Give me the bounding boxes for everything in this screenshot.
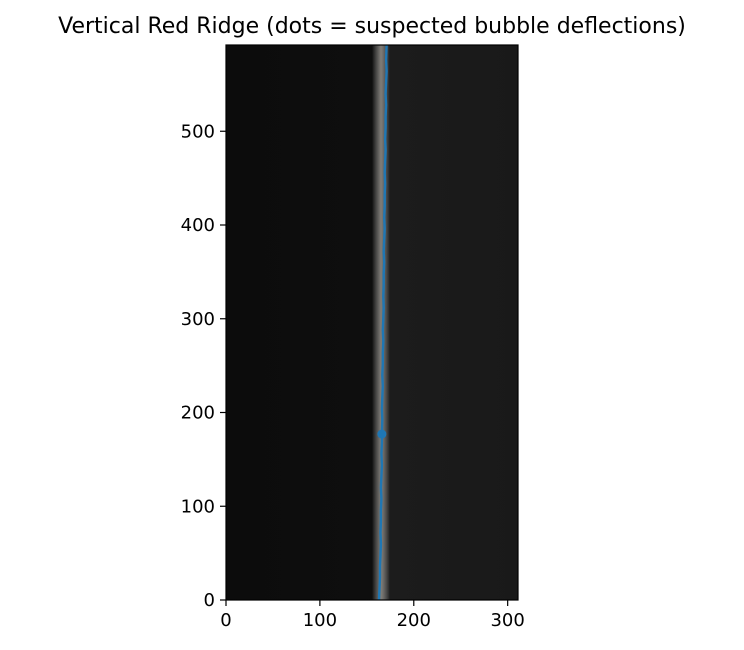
y-tick-label: 500 [181,121,215,142]
y-tick-label: 200 [181,403,215,424]
x-tick-label: 200 [397,610,431,631]
y-tick-label: 100 [181,496,215,517]
y-tick-label: 300 [181,309,215,330]
y-tick-label: 400 [181,215,215,236]
y-tick-label: 0 [204,590,215,611]
y-axis: 0 100 200 300 400 500 [181,121,226,611]
chart-title: Vertical Red Ridge (dots = suspected bub… [58,14,686,39]
x-tick-label: 0 [220,610,231,631]
x-tick-label: 300 [490,610,524,631]
deflection-dot [377,429,387,439]
plot-area [226,45,518,600]
ridge-line [377,45,388,600]
plot-frame [225,44,519,601]
suspected-deflection-dots [377,429,387,439]
x-axis: 0 100 200 300 [220,600,525,631]
x-tick-label: 100 [303,610,337,631]
